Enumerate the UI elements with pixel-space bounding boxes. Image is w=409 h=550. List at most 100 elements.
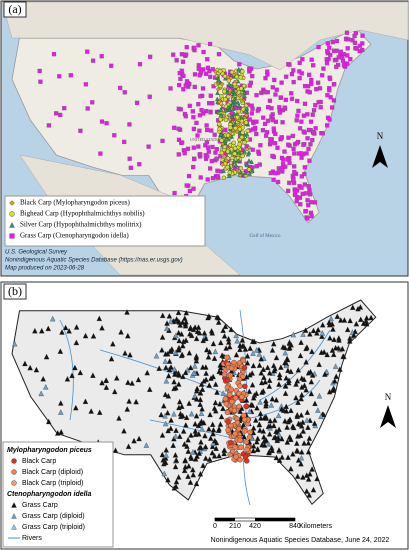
marker — [302, 101, 308, 106]
marker — [143, 442, 150, 448]
marker — [308, 210, 314, 215]
marker — [144, 369, 150, 376]
marker — [190, 466, 196, 473]
marker — [218, 339, 224, 346]
marker — [168, 86, 173, 91]
marker — [191, 164, 196, 170]
marker — [112, 447, 119, 453]
marker — [310, 112, 315, 117]
marker — [254, 131, 259, 137]
marker — [246, 158, 252, 163]
marker — [183, 337, 189, 343]
marker — [222, 323, 229, 329]
marker — [226, 392, 233, 398]
marker — [237, 383, 243, 389]
marker — [302, 83, 308, 89]
marker — [196, 450, 202, 456]
marker — [291, 178, 296, 183]
marker — [186, 173, 192, 179]
marker — [122, 350, 128, 356]
marker — [116, 415, 122, 421]
marker — [354, 46, 359, 51]
marker — [237, 126, 242, 132]
marker — [192, 363, 198, 369]
marker — [168, 417, 174, 423]
marker — [173, 384, 179, 391]
marker — [166, 358, 173, 364]
marker — [276, 381, 282, 387]
marker — [332, 344, 339, 351]
marker — [181, 441, 188, 447]
marker — [241, 416, 248, 423]
marker — [198, 439, 204, 445]
marker — [22, 360, 28, 367]
marker — [225, 105, 231, 110]
marker — [279, 454, 285, 460]
marker — [229, 134, 234, 139]
marker — [278, 364, 284, 370]
marker — [284, 424, 290, 430]
marker — [99, 324, 105, 331]
marker — [176, 126, 181, 131]
marker — [212, 437, 218, 444]
marker — [214, 156, 219, 161]
marker — [185, 146, 191, 151]
marker — [227, 170, 233, 175]
marker — [173, 332, 179, 339]
marker — [309, 77, 314, 83]
marker — [242, 170, 248, 175]
marker — [215, 427, 222, 433]
marker — [210, 67, 215, 72]
marker — [309, 348, 315, 355]
marker — [264, 130, 270, 135]
marker — [90, 372, 96, 378]
marker — [295, 98, 300, 104]
marker — [62, 106, 67, 111]
marker — [311, 108, 317, 113]
north-arrow — [372, 145, 388, 168]
marker — [59, 329, 65, 335]
marker — [199, 425, 205, 432]
marker — [232, 81, 238, 87]
marker — [307, 158, 312, 163]
marker — [276, 166, 282, 171]
marker — [45, 418, 52, 425]
marker — [168, 425, 174, 431]
marker — [310, 486, 317, 493]
marker — [291, 79, 296, 85]
marker — [162, 358, 169, 364]
marker — [206, 348, 213, 355]
marker — [179, 412, 186, 419]
marker — [256, 421, 263, 428]
marker — [295, 399, 301, 405]
marker — [236, 390, 242, 397]
marker — [205, 145, 211, 150]
marker — [43, 384, 49, 390]
marker — [273, 396, 280, 403]
legend-label: Grass Carp — [22, 502, 58, 509]
marker — [304, 191, 309, 196]
scale-label: 840 — [289, 523, 301, 530]
marker — [90, 333, 97, 339]
marker — [334, 64, 339, 69]
marker — [46, 123, 52, 128]
marker — [289, 91, 294, 96]
marker — [253, 417, 259, 423]
marker — [292, 170, 297, 175]
marker — [213, 69, 218, 75]
panel-label: (a) — [8, 2, 21, 16]
marker — [193, 412, 200, 419]
marker — [49, 315, 56, 322]
marker — [309, 466, 315, 472]
marker — [318, 105, 323, 110]
marker — [211, 405, 218, 411]
marker — [27, 364, 33, 371]
marker — [204, 140, 210, 145]
marker — [190, 449, 196, 455]
marker — [227, 117, 233, 122]
marker — [360, 320, 367, 326]
marker — [315, 80, 321, 85]
marker — [285, 454, 291, 460]
marker — [306, 203, 311, 208]
marker — [302, 130, 307, 135]
